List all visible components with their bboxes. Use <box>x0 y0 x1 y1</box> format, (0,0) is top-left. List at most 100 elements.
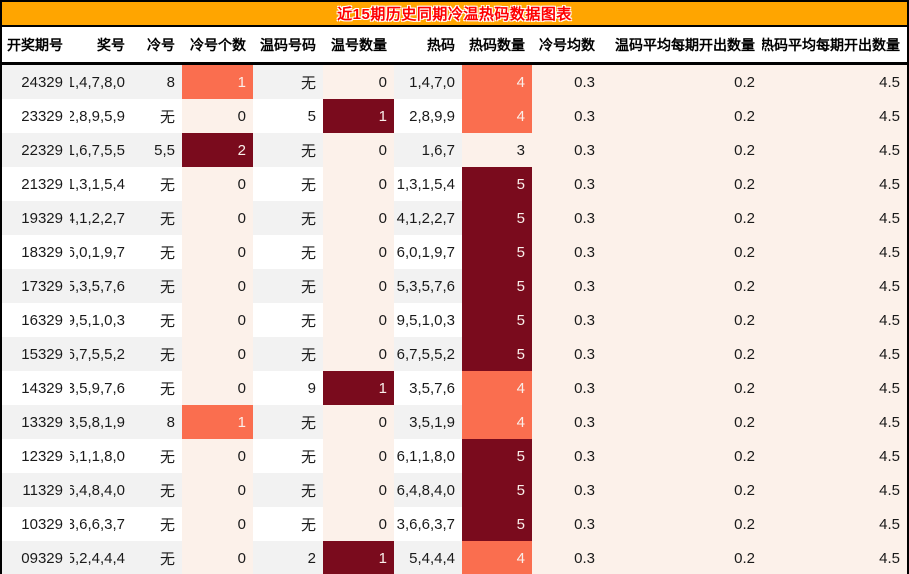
cell-numbers: 1,3,1,5,4 <box>70 175 125 193</box>
cell-warm_numbers: 无 <box>300 414 316 432</box>
cell-cold_count: 0 <box>182 235 253 269</box>
cell-cold_avg: 0.3 <box>532 235 602 269</box>
cell-cold_avg: 0.3 <box>532 303 602 337</box>
cell-hot_avg: 4.5 <box>762 167 907 201</box>
cell-hot_avg: 4.5 <box>762 405 907 439</box>
table-row: 23329 2,8,9,5,9 无 0 5 1 2,8,9,9 4 0.3 0.2 4.5 <box>2 99 907 133</box>
cell-hot: 2,8,9,9 <box>409 107 455 125</box>
column-header-cold: 冷号 <box>147 36 175 53</box>
cell-hot_count: 5 <box>462 303 532 337</box>
cell-cold_avg: 0.3 <box>532 133 602 167</box>
cell-period: 09329 <box>21 549 63 567</box>
cell-hot_count: 5 <box>462 201 532 235</box>
cell-cold_count: 0 <box>182 337 253 371</box>
cell-cold_avg: 0.3 <box>532 99 602 133</box>
column-header-warm_avg: 温码平均每期开出数量 <box>615 36 755 53</box>
cell-warm_count: 0 <box>323 201 394 235</box>
cell-cold_count: 0 <box>182 371 253 405</box>
column-header-warm_numbers: 温码号码 <box>260 36 316 53</box>
cell-numbers: 3,6,6,3,7 <box>70 515 125 533</box>
cell-hot: 4,1,2,2,7 <box>396 209 455 227</box>
cell-period: 24329 <box>21 73 63 91</box>
cell-cold: 无 <box>159 482 175 500</box>
table-row: 22329 1,6,7,5,5 5,5 2 无 0 1,6,7 3 0.3 0.2 4.5 <box>2 133 907 167</box>
cell-hot: 6,7,5,5,2 <box>396 345 455 363</box>
cell-cold: 无 <box>159 346 175 364</box>
cell-warm_avg: 0.2 <box>602 371 762 405</box>
cell-cold: 无 <box>159 210 175 228</box>
cell-warm_avg: 0.2 <box>602 541 762 574</box>
cell-warm_avg: 0.2 <box>602 405 762 439</box>
table-row: 16329 9,5,1,0,3 无 0 无 0 9,5,1,0,3 5 0.3 0.2 4.5 <box>2 303 907 337</box>
cell-warm_numbers: 无 <box>300 278 316 296</box>
cell-cold_count: 0 <box>182 507 253 541</box>
cell-warm_count: 0 <box>323 167 394 201</box>
cell-numbers: 3,5,9,7,6 <box>70 379 125 397</box>
cell-numbers: 6,1,1,8,0 <box>70 447 125 465</box>
cell-cold_count: 1 <box>182 405 253 439</box>
cell-period: 12329 <box>21 447 63 465</box>
table-row: 18329 6,0,1,9,7 无 0 无 0 6,0,1,9,7 5 0.3 0.2 4.5 <box>2 235 907 269</box>
cell-cold_count: 0 <box>182 269 253 303</box>
cell-warm_count: 1 <box>323 99 394 133</box>
cell-period: 23329 <box>21 107 63 125</box>
cell-hot: 5,3,5,7,6 <box>396 277 455 295</box>
table-body: 24329 1,4,7,8,0 8 1 无 0 1,4,7,0 4 0.3 0.2 4.5 23329… <box>2 65 907 574</box>
cell-numbers: 4,1,2,2,7 <box>70 209 125 227</box>
cell-warm_numbers: 无 <box>300 312 316 330</box>
cell-warm_avg: 0.2 <box>602 507 762 541</box>
title-bar: 近15期历史同期冷温热码数据图表 <box>2 0 907 27</box>
cell-numbers: 1,4,7,8,0 <box>70 73 125 91</box>
cell-numbers: 9,5,1,0,3 <box>70 311 125 329</box>
table-row: 17329 5,3,5,7,6 无 0 无 0 5,3,5,7,6 5 0.3 0.2 4.5 <box>2 269 907 303</box>
cell-period: 17329 <box>21 277 63 295</box>
cell-warm_numbers: 无 <box>300 142 316 160</box>
cell-hot: 5,4,4,4 <box>409 549 455 567</box>
cell-warm_numbers: 9 <box>307 379 316 397</box>
cell-hot_count: 4 <box>462 371 532 405</box>
cell-cold: 无 <box>159 516 175 534</box>
cell-cold: 无 <box>159 244 175 262</box>
cell-warm_avg: 0.2 <box>602 65 762 99</box>
cell-warm_numbers: 无 <box>300 516 316 534</box>
cell-hot_avg: 4.5 <box>762 235 907 269</box>
cell-cold_count: 0 <box>182 303 253 337</box>
cell-warm_count: 0 <box>323 65 394 99</box>
cell-hot: 1,6,7 <box>421 141 455 159</box>
cell-warm_avg: 0.2 <box>602 167 762 201</box>
cell-cold: 无 <box>159 380 175 398</box>
cell-hot_avg: 4.5 <box>762 507 907 541</box>
cell-cold_count: 2 <box>182 133 253 167</box>
table-row: 10329 3,6,6,3,7 无 0 无 0 3,6,6,3,7 5 0.3 0.2 4.5 <box>2 507 907 541</box>
cell-hot_avg: 4.5 <box>762 371 907 405</box>
cell-warm_count: 0 <box>323 303 394 337</box>
column-header-period: 开奖期号 <box>7 36 63 53</box>
cell-cold: 无 <box>159 108 175 126</box>
cell-hot_count: 4 <box>462 65 532 99</box>
cell-warm_avg: 0.2 <box>602 473 762 507</box>
table-row: 13329 3,5,8,1,9 8 1 无 0 3,5,1,9 4 0.3 0.2 4.5 <box>2 405 907 439</box>
cell-period: 19329 <box>21 209 63 227</box>
cell-hot_count: 4 <box>462 541 532 574</box>
cell-warm_count: 1 <box>323 371 394 405</box>
cell-hot: 6,1,1,8,0 <box>396 447 455 465</box>
cell-cold_avg: 0.3 <box>532 65 602 99</box>
table-row: 19329 4,1,2,2,7 无 0 无 0 4,1,2,2,7 5 0.3 0.2 4.5 <box>2 201 907 235</box>
cell-warm_count: 1 <box>323 541 394 574</box>
cell-numbers: 3,5,8,1,9 <box>70 413 125 431</box>
cell-hot_count: 5 <box>462 337 532 371</box>
column-header-warm_count: 温号数量 <box>331 36 387 53</box>
cell-warm_numbers: 无 <box>300 74 316 92</box>
cell-cold_avg: 0.3 <box>532 337 602 371</box>
cell-numbers: 6,0,1,9,7 <box>70 243 125 261</box>
cell-hot_avg: 4.5 <box>762 439 907 473</box>
cell-warm_numbers: 无 <box>300 482 316 500</box>
cell-hot_count: 5 <box>462 439 532 473</box>
cell-period: 13329 <box>21 413 63 431</box>
cell-cold: 无 <box>159 312 175 330</box>
cell-warm_numbers: 无 <box>300 210 316 228</box>
cell-hot: 3,5,7,6 <box>409 379 455 397</box>
cell-cold_count: 0 <box>182 541 253 574</box>
column-header-hot: 热码 <box>427 36 455 53</box>
